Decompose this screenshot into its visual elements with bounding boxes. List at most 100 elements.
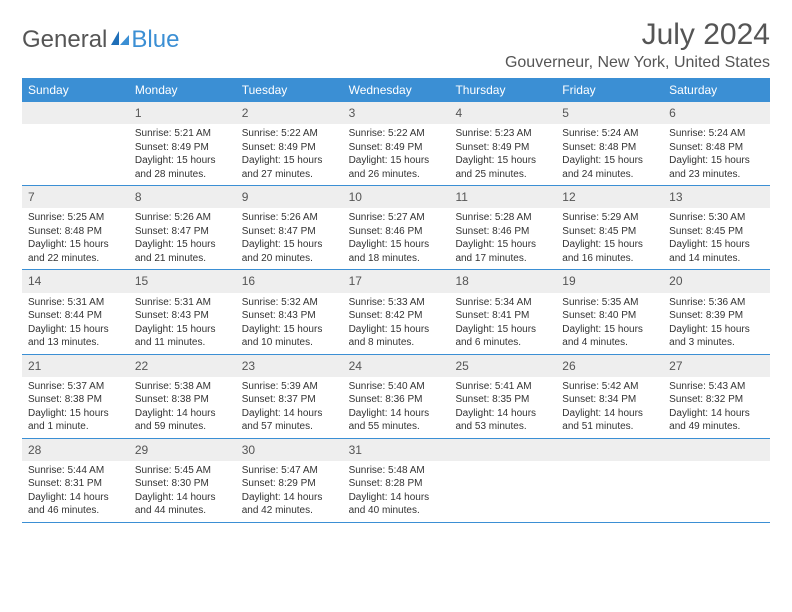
day-number: 28 xyxy=(22,439,129,461)
daylight-text: Daylight: 15 hours and 18 minutes. xyxy=(349,238,444,265)
sunset-text: Sunset: 8:41 PM xyxy=(455,309,550,323)
daylight-text: Daylight: 15 hours and 25 minutes. xyxy=(455,154,550,181)
sunrise-text: Sunrise: 5:24 AM xyxy=(669,127,764,141)
calendar-week: 14Sunrise: 5:31 AMSunset: 8:44 PMDayligh… xyxy=(22,270,770,354)
calendar-cell: 11Sunrise: 5:28 AMSunset: 8:46 PMDayligh… xyxy=(449,186,556,269)
day-number-empty xyxy=(556,439,663,461)
sunrise-text: Sunrise: 5:48 AM xyxy=(349,464,444,478)
sunrise-text: Sunrise: 5:42 AM xyxy=(562,380,657,394)
cell-body: Sunrise: 5:33 AMSunset: 8:42 PMDaylight:… xyxy=(343,293,450,354)
daylight-text: Daylight: 15 hours and 8 minutes. xyxy=(349,323,444,350)
sunrise-text: Sunrise: 5:30 AM xyxy=(669,211,764,225)
sunset-text: Sunset: 8:43 PM xyxy=(242,309,337,323)
calendar-week: 7Sunrise: 5:25 AMSunset: 8:48 PMDaylight… xyxy=(22,186,770,270)
calendar-cell: 21Sunrise: 5:37 AMSunset: 8:38 PMDayligh… xyxy=(22,355,129,438)
cell-body: Sunrise: 5:21 AMSunset: 8:49 PMDaylight:… xyxy=(129,124,236,185)
day-number: 25 xyxy=(449,355,556,377)
daylight-text: Daylight: 14 hours and 49 minutes. xyxy=(669,407,764,434)
calendar-cell xyxy=(556,439,663,522)
day-number: 19 xyxy=(556,270,663,292)
cell-body: Sunrise: 5:22 AMSunset: 8:49 PMDaylight:… xyxy=(236,124,343,185)
day-number: 10 xyxy=(343,186,450,208)
cell-body: Sunrise: 5:31 AMSunset: 8:43 PMDaylight:… xyxy=(129,293,236,354)
calendar-cell: 20Sunrise: 5:36 AMSunset: 8:39 PMDayligh… xyxy=(663,270,770,353)
cell-body: Sunrise: 5:48 AMSunset: 8:28 PMDaylight:… xyxy=(343,461,450,522)
day-number: 15 xyxy=(129,270,236,292)
calendar-cell: 10 Sunrise: 5:27 AMSunset: 8:46 PMDayligh… xyxy=(343,186,450,269)
daylight-text: Daylight: 14 hours and 51 minutes. xyxy=(562,407,657,434)
daylight-text: Daylight: 14 hours and 44 minutes. xyxy=(135,491,230,518)
day-number: 21 xyxy=(22,355,129,377)
day-number: 22 xyxy=(129,355,236,377)
calendar-cell: 22Sunrise: 5:38 AMSunset: 8:38 PMDayligh… xyxy=(129,355,236,438)
calendar-cell: 12Sunrise: 5:29 AMSunset: 8:45 PMDayligh… xyxy=(556,186,663,269)
sunrise-text: Sunrise: 5:41 AM xyxy=(455,380,550,394)
daylight-text: Daylight: 15 hours and 21 minutes. xyxy=(135,238,230,265)
sunrise-text: Sunrise: 5:44 AM xyxy=(28,464,123,478)
daylight-text: Daylight: 14 hours and 40 minutes. xyxy=(349,491,444,518)
sunset-text: Sunset: 8:43 PM xyxy=(135,309,230,323)
daylight-text: Daylight: 14 hours and 46 minutes. xyxy=(28,491,123,518)
day-number: 13 xyxy=(663,186,770,208)
sunset-text: Sunset: 8:48 PM xyxy=(669,141,764,155)
sunrise-text: Sunrise: 5:27 AM xyxy=(349,211,444,225)
calendar-cell: 16Sunrise: 5:32 AMSunset: 8:43 PMDayligh… xyxy=(236,270,343,353)
cell-body: Sunrise: 5:40 AMSunset: 8:36 PMDaylight:… xyxy=(343,377,450,438)
day-number: 4 xyxy=(449,102,556,124)
cell-body: Sunrise: 5:47 AMSunset: 8:29 PMDaylight:… xyxy=(236,461,343,522)
calendar-week: 28Sunrise: 5:44 AMSunset: 8:31 PMDayligh… xyxy=(22,439,770,523)
cell-body: Sunrise: 5:34 AMSunset: 8:41 PMDaylight:… xyxy=(449,293,556,354)
calendar-cell: 4Sunrise: 5:23 AMSunset: 8:49 PMDaylight… xyxy=(449,102,556,185)
calendar-cell xyxy=(22,102,129,185)
sunrise-text: Sunrise: 5:45 AM xyxy=(135,464,230,478)
daylight-text: Daylight: 14 hours and 55 minutes. xyxy=(349,407,444,434)
cell-body: Sunrise: 5:30 AMSunset: 8:45 PMDaylight:… xyxy=(663,208,770,269)
month-title: July 2024 xyxy=(505,18,770,52)
daylight-text: Daylight: 15 hours and 13 minutes. xyxy=(28,323,123,350)
cell-body: Sunrise: 5:38 AMSunset: 8:38 PMDaylight:… xyxy=(129,377,236,438)
day-header: Friday xyxy=(556,78,663,102)
calendar-cell: 13Sunrise: 5:30 AMSunset: 8:45 PMDayligh… xyxy=(663,186,770,269)
calendar-cell: 7Sunrise: 5:25 AMSunset: 8:48 PMDaylight… xyxy=(22,186,129,269)
calendar-cell: 25 Sunrise: 5:41 AMSunset: 8:35 PMDayligh… xyxy=(449,355,556,438)
cell-body: Sunrise: 5:31 AMSunset: 8:44 PMDaylight:… xyxy=(22,293,129,354)
day-header: Monday xyxy=(129,78,236,102)
cell-body: Sunrise: 5:23 AMSunset: 8:49 PMDaylight:… xyxy=(449,124,556,185)
calendar-cell: 9Sunrise: 5:26 AMSunset: 8:47 PMDaylight… xyxy=(236,186,343,269)
daylight-text: Daylight: 15 hours and 17 minutes. xyxy=(455,238,550,265)
calendar-cell xyxy=(449,439,556,522)
sunrise-text: Sunrise: 5:37 AM xyxy=(28,380,123,394)
page-header: General Blue July 2024 Gouverneur, New Y… xyxy=(22,18,770,72)
sunset-text: Sunset: 8:46 PM xyxy=(349,225,444,239)
sunset-text: Sunset: 8:39 PM xyxy=(669,309,764,323)
day-number: 12 xyxy=(556,186,663,208)
daylight-text: Daylight: 14 hours and 53 minutes. xyxy=(455,407,550,434)
sunrise-text: Sunrise: 5:39 AM xyxy=(242,380,337,394)
sunset-text: Sunset: 8:32 PM xyxy=(669,393,764,407)
calendar-cell: 5Sunrise: 5:24 AMSunset: 8:48 PMDaylight… xyxy=(556,102,663,185)
calendar-cell: 6Sunrise: 5:24 AMSunset: 8:48 PMDaylight… xyxy=(663,102,770,185)
sunrise-text: Sunrise: 5:47 AM xyxy=(242,464,337,478)
sunset-text: Sunset: 8:31 PM xyxy=(28,477,123,491)
calendar-cell: 24Sunrise: 5:40 AMSunset: 8:36 PMDayligh… xyxy=(343,355,450,438)
calendar-cell: 31Sunrise: 5:48 AMSunset: 8:28 PMDayligh… xyxy=(343,439,450,522)
day-number-empty xyxy=(663,439,770,461)
calendar-cell: 17Sunrise: 5:33 AMSunset: 8:42 PMDayligh… xyxy=(343,270,450,353)
day-number: 26 xyxy=(556,355,663,377)
title-block: July 2024 Gouverneur, New York, United S… xyxy=(505,18,770,72)
cell-body: Sunrise: 5:42 AMSunset: 8:34 PMDaylight:… xyxy=(556,377,663,438)
calendar-cell: 23Sunrise: 5:39 AMSunset: 8:37 PMDayligh… xyxy=(236,355,343,438)
sunrise-text: Sunrise: 5:40 AM xyxy=(349,380,444,394)
calendar-cell: 30Sunrise: 5:47 AMSunset: 8:29 PMDayligh… xyxy=(236,439,343,522)
location-text: Gouverneur, New York, United States xyxy=(505,54,770,72)
sunset-text: Sunset: 8:35 PM xyxy=(455,393,550,407)
cell-body: Sunrise: 5:36 AMSunset: 8:39 PMDaylight:… xyxy=(663,293,770,354)
day-header: Saturday xyxy=(663,78,770,102)
daylight-text: Daylight: 15 hours and 16 minutes. xyxy=(562,238,657,265)
sunset-text: Sunset: 8:38 PM xyxy=(28,393,123,407)
sunrise-text: Sunrise: 5:21 AM xyxy=(135,127,230,141)
calendar-cell: 8Sunrise: 5:26 AMSunset: 8:47 PMDaylight… xyxy=(129,186,236,269)
sunset-text: Sunset: 8:34 PM xyxy=(562,393,657,407)
daylight-text: Daylight: 15 hours and 10 minutes. xyxy=(242,323,337,350)
sunset-text: Sunset: 8:42 PM xyxy=(349,309,444,323)
